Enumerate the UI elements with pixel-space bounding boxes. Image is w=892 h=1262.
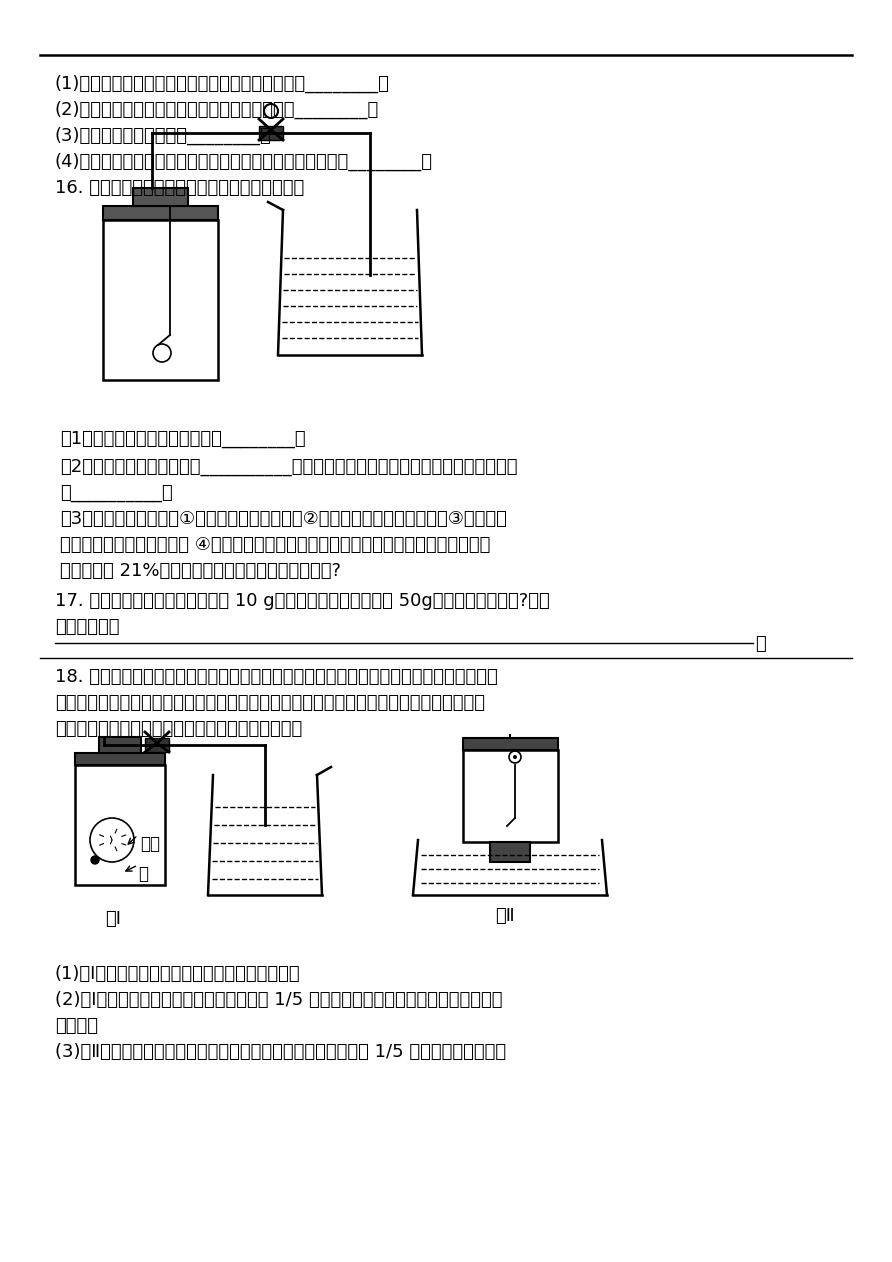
- Text: 两个同学设计的测定空气中氧气含量的实验示意图。: 两个同学设计的测定空气中氧气含量的实验示意图。: [55, 721, 302, 738]
- Text: 的__________。: 的__________。: [60, 485, 173, 502]
- Text: 。: 。: [755, 635, 765, 652]
- Bar: [490, 842, 530, 862]
- Bar: [103, 220, 218, 380]
- Bar: [75, 753, 165, 765]
- Text: 插入广口瓶，并塞紧橡皮塞 ④燃烧完毕后，打开橡皮管上的夹子，结果发现测定的氧气体: 插入广口瓶，并塞紧橡皮塞 ④燃烧完毕后，打开橡皮管上的夹子，结果发现测定的氧气体: [60, 536, 491, 554]
- Text: 积分数低于 21%。问：这可能是由哪几种原因引起的?: 积分数低于 21%。问：这可能是由哪几种原因引起的?: [60, 562, 341, 581]
- Text: 图Ⅰ: 图Ⅰ: [105, 910, 121, 928]
- Bar: [99, 737, 141, 753]
- Text: 18. 下图是实验验证空气中氧气含量的装置。红磷与氧气反应后生成固体五氧化二磷，该固: 18. 下图是实验验证空气中氧气含量的装置。红磷与氧气反应后生成固体五氧化二磷，…: [55, 668, 498, 687]
- Bar: [463, 750, 558, 842]
- Bar: [463, 738, 558, 750]
- Bar: [133, 188, 188, 206]
- Bar: [145, 738, 169, 752]
- Text: 红磷: 红磷: [140, 835, 160, 853]
- Bar: [75, 765, 165, 885]
- Bar: [103, 206, 218, 220]
- Text: (3)图Ⅱ装置燃烧匙中放点燃的木炭，可以得到氧气约占空气体积 1/5 的结论吗？为什么？: (3)图Ⅱ装置燃烧匙中放点燃的木炭，可以得到氧气约占空气体积 1/5 的结论吗？…: [55, 1042, 506, 1061]
- Text: 水: 水: [138, 864, 148, 883]
- Text: (3)空气是制造氮肥的原料________。: (3)空气是制造氮肥的原料________。: [55, 127, 272, 145]
- Text: (2)图Ⅰ实验除了可以得出氧气约占空气体积 1/5 的结论外，还可以得出有关氮气性质的哪: (2)图Ⅰ实验除了可以得出氧气约占空气体积 1/5 的结论外，还可以得出有关氮气…: [55, 991, 502, 1010]
- Text: 正确请改正。: 正确请改正。: [55, 618, 120, 636]
- Text: （2）实验中观察到的现象是__________，同时水进入广口瓶，水的体积约占广口瓶容积: （2）实验中观察到的现象是__________，同时水进入广口瓶，水的体积约占广…: [60, 458, 517, 476]
- Circle shape: [513, 755, 517, 758]
- Circle shape: [91, 856, 99, 864]
- Text: 图Ⅱ: 图Ⅱ: [495, 907, 515, 925]
- Text: 17. 某容器所盛的空气里含有氧气 10 g，则此容器所盛的空气是 50g。这句话是否正确?若不: 17. 某容器所盛的空气里含有氧气 10 g，则此容器所盛的空气是 50g。这句…: [55, 592, 549, 610]
- Text: 16. 用右图的装置来测定空气中氧气的体积分数。: 16. 用右图的装置来测定空气中氧气的体积分数。: [55, 179, 304, 197]
- Text: （1）盛放在燃烧匙内的物质可用________。: （1）盛放在燃烧匙内的物质可用________。: [60, 430, 306, 448]
- Text: (1)小白鼠在盛有空气的密闭容器中存活了一段时间________。: (1)小白鼠在盛有空气的密闭容器中存活了一段时间________。: [55, 74, 390, 93]
- Text: (1)图Ⅰ实验时，燃烧匙里为什么要盛过量的红磷？: (1)图Ⅰ实验时，燃烧匙里为什么要盛过量的红磷？: [55, 965, 301, 983]
- Text: （3）如果实验步骤是：①先用夹子夹紧橡皮管；②点燃燃烧匙内的固体物质；③将燃烧匙: （3）如果实验步骤是：①先用夹子夹紧橡皮管；②点燃燃烧匙内的固体物质；③将燃烧匙: [60, 510, 507, 528]
- Text: 些结论？: 些结论？: [55, 1017, 98, 1035]
- Text: (2)酥脆饼干在空气中放置一段时间后，逐渐变软________。: (2)酥脆饼干在空气中放置一段时间后，逐渐变软________。: [55, 101, 379, 120]
- Text: (4)长期放置在空气中的澄清石灰水表面有一层白色固体物质________。: (4)长期放置在空气中的澄清石灰水表面有一层白色固体物质________。: [55, 153, 433, 172]
- Text: 体极易溶于水，而木炭与氧气反应后生成气体二氧化碳，该气体在水中溶解性不大。下图为: 体极易溶于水，而木炭与氧气反应后生成气体二氧化碳，该气体在水中溶解性不大。下图为: [55, 694, 485, 712]
- Bar: [259, 126, 283, 140]
